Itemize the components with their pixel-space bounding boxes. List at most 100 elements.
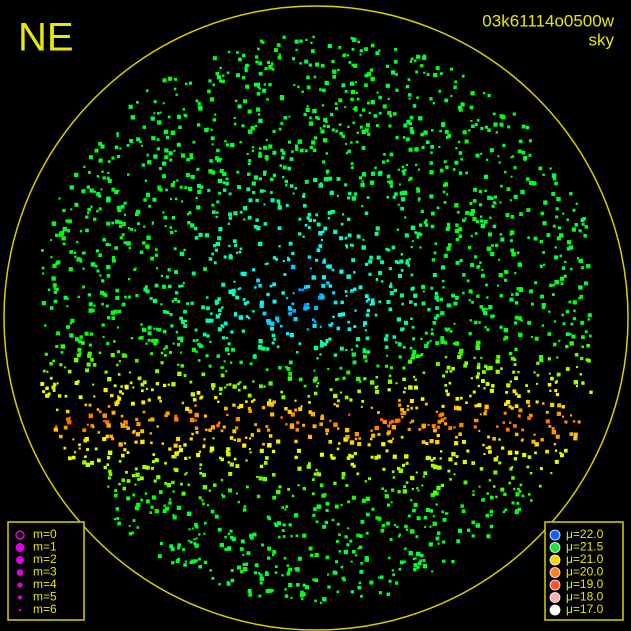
star — [315, 115, 319, 120]
star — [409, 399, 414, 403]
star — [453, 85, 457, 89]
star — [364, 329, 367, 332]
star — [526, 208, 531, 212]
star — [122, 486, 127, 491]
star — [374, 385, 378, 389]
star — [63, 425, 68, 430]
star — [469, 202, 473, 205]
star — [392, 476, 396, 479]
star — [194, 419, 197, 422]
star — [171, 455, 175, 459]
star — [99, 290, 105, 295]
star — [311, 140, 316, 145]
star — [217, 178, 223, 184]
star — [511, 466, 514, 468]
star — [233, 313, 238, 317]
star — [555, 392, 560, 397]
star — [546, 233, 551, 237]
star — [247, 215, 252, 220]
star — [303, 303, 309, 308]
star — [513, 487, 516, 491]
star — [208, 257, 213, 261]
star — [422, 55, 427, 60]
star — [477, 384, 480, 388]
star — [433, 251, 437, 255]
star — [209, 318, 214, 323]
star — [258, 594, 262, 598]
star — [299, 62, 302, 65]
star — [210, 425, 215, 430]
star — [197, 101, 201, 105]
star — [315, 62, 320, 67]
star — [80, 341, 85, 345]
star — [156, 147, 160, 151]
star — [398, 355, 402, 359]
star — [313, 345, 319, 351]
star — [345, 484, 349, 487]
star — [385, 247, 389, 251]
star — [415, 406, 419, 410]
star — [346, 456, 351, 460]
star — [93, 304, 96, 307]
star — [93, 217, 97, 221]
star — [529, 289, 534, 294]
star — [151, 460, 155, 464]
star — [183, 324, 188, 328]
star — [268, 144, 273, 149]
star — [370, 429, 373, 432]
star — [296, 421, 300, 425]
star — [139, 336, 144, 340]
star — [263, 173, 266, 176]
star — [302, 235, 305, 238]
star — [247, 393, 252, 398]
star — [261, 40, 265, 44]
star — [128, 278, 131, 281]
star — [470, 377, 473, 380]
star — [78, 352, 82, 355]
star — [558, 339, 561, 342]
star — [453, 322, 456, 325]
star — [378, 591, 382, 595]
star — [160, 351, 164, 355]
star — [521, 438, 524, 441]
star — [254, 423, 258, 427]
star — [407, 359, 413, 364]
star — [164, 225, 167, 228]
star — [485, 283, 488, 287]
star — [374, 389, 380, 394]
star — [176, 142, 181, 147]
star — [573, 432, 578, 437]
star — [555, 215, 559, 219]
star — [489, 216, 492, 219]
star — [355, 344, 359, 348]
star — [145, 342, 148, 345]
legend-marker — [549, 592, 561, 603]
star — [406, 163, 409, 166]
star — [233, 122, 237, 126]
star — [412, 349, 417, 355]
star — [101, 323, 105, 327]
star — [288, 582, 293, 588]
star — [228, 289, 233, 294]
star — [510, 156, 513, 159]
star — [499, 325, 503, 329]
star — [382, 419, 387, 425]
star — [225, 336, 229, 340]
star — [398, 535, 401, 538]
star — [195, 99, 199, 103]
star — [468, 299, 471, 302]
star — [383, 337, 388, 342]
star — [509, 297, 514, 302]
star — [219, 392, 222, 396]
star — [442, 517, 447, 522]
star — [376, 454, 381, 459]
star — [387, 440, 390, 443]
star — [247, 589, 252, 594]
star — [195, 196, 198, 200]
star — [508, 481, 512, 485]
star — [361, 129, 366, 135]
star — [336, 177, 341, 181]
star — [289, 333, 294, 338]
star — [587, 358, 591, 363]
star — [345, 246, 349, 249]
